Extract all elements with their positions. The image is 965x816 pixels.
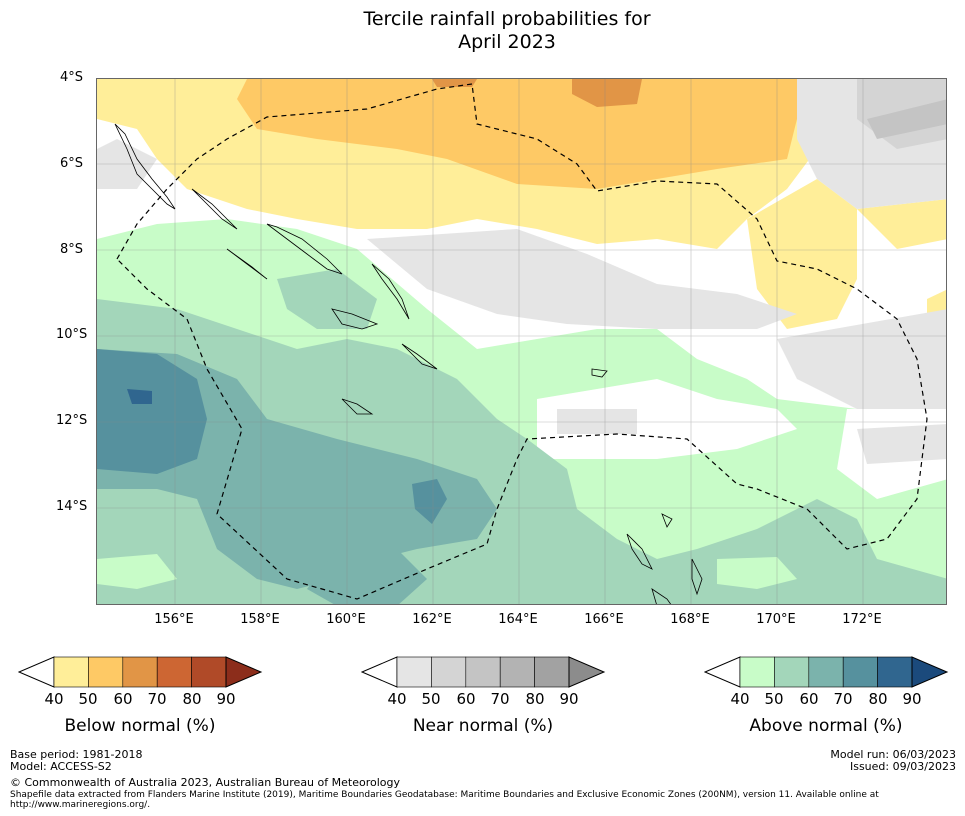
swatch-near-3 xyxy=(499,656,535,688)
tick: 70 xyxy=(490,690,510,708)
lat-label-10s: 10°S xyxy=(56,327,88,342)
model-name: Model: ACCESS-S2 xyxy=(10,760,112,773)
below-normal-50-region xyxy=(237,79,797,189)
swatch-near-5 xyxy=(568,656,606,688)
colorbar-below xyxy=(18,656,263,688)
tick: 60 xyxy=(799,690,819,708)
tick: 90 xyxy=(216,690,236,708)
lon-label-168e: 168°E xyxy=(670,612,710,627)
swatch-above-1 xyxy=(774,656,810,688)
below-normal-60-region xyxy=(572,79,642,107)
shapefile-line-2: http://www.marineregions.org/. xyxy=(10,800,151,810)
tick: 70 xyxy=(147,690,167,708)
colorbar-above-label: Above normal (%) xyxy=(749,716,903,736)
swatch-above-0 xyxy=(739,656,775,688)
probability-map xyxy=(96,78,947,605)
lat-label-8s: 8°S xyxy=(60,242,84,257)
tick: 80 xyxy=(868,690,888,708)
swatch-above-3 xyxy=(842,656,878,688)
footer-left: Base period: 1981-2018 Model: ACCESS-S2 xyxy=(10,749,142,773)
eez-boundaries xyxy=(116,83,928,600)
tick: 40 xyxy=(387,690,407,708)
colorbar-near xyxy=(361,656,606,688)
model-run: Model run: 06/03/2023 xyxy=(830,748,956,761)
tick: 70 xyxy=(833,690,853,708)
swatch-below-0 xyxy=(53,656,89,688)
tick: 60 xyxy=(456,690,476,708)
tick: 50 xyxy=(421,690,441,708)
lon-label-160e: 160°E xyxy=(326,612,366,627)
lon-label-170e: 170°E xyxy=(756,612,796,627)
lon-label-156e: 156°E xyxy=(154,612,194,627)
tick: 40 xyxy=(730,690,750,708)
lat-label-4s: 4°S xyxy=(60,70,84,85)
lon-label-164e: 164°E xyxy=(498,612,538,627)
tick: 90 xyxy=(559,690,579,708)
swatch-near-4 xyxy=(534,656,570,688)
footer-right: Model run: 06/03/2023 Issued: 09/03/2023 xyxy=(830,749,956,773)
lon-label-162e: 162°E xyxy=(412,612,452,627)
swatch-above-2 xyxy=(808,656,844,688)
tick: 90 xyxy=(902,690,922,708)
issued-date: Issued: 09/03/2023 xyxy=(849,760,956,773)
lat-label-6s: 6°S xyxy=(60,156,84,171)
title-line-1: Tercile rainfall probabilities for xyxy=(363,8,651,30)
colorbar-near-label: Near normal (%) xyxy=(412,716,554,736)
swatch-below-1 xyxy=(88,656,124,688)
colorbar-below-label: Below normal (%) xyxy=(64,716,216,736)
tick: 80 xyxy=(182,690,202,708)
swatch-above-5 xyxy=(911,656,949,688)
swatch-below-5 xyxy=(225,656,263,688)
swatch-below-4 xyxy=(191,656,227,688)
swatch-near-1 xyxy=(431,656,467,688)
tick: 50 xyxy=(764,690,784,708)
tick: 50 xyxy=(78,690,98,708)
tick: 40 xyxy=(44,690,64,708)
shapefile-credit: Shapefile data extracted from Flanders M… xyxy=(10,790,950,810)
coastlines xyxy=(114,123,703,604)
copyright: © Commonwealth of Australia 2023, Austra… xyxy=(10,776,400,789)
lon-label-166e: 166°E xyxy=(584,612,624,627)
swatch-below-3 xyxy=(156,656,192,688)
colorbar-above xyxy=(704,656,949,688)
swatch-above-4 xyxy=(877,656,913,688)
above-normal-70-region xyxy=(97,349,207,474)
swatch-near-2 xyxy=(465,656,501,688)
lat-label-14s: 14°S xyxy=(56,499,88,514)
base-period: Base period: 1981-2018 xyxy=(10,748,143,761)
tick: 60 xyxy=(113,690,133,708)
lat-label-12s: 12°S xyxy=(56,413,88,428)
shapefile-line-1: Shapefile data extracted from Flanders M… xyxy=(10,790,879,800)
swatch-below-2 xyxy=(122,656,158,688)
title-line-2: April 2023 xyxy=(458,31,556,53)
tick: 80 xyxy=(525,690,545,708)
graticule xyxy=(97,79,946,604)
map-canvas xyxy=(97,79,946,604)
map-title: Tercile rainfall probabilities for April… xyxy=(0,8,965,54)
swatch-near-0 xyxy=(396,656,432,688)
lon-label-172e: 172°E xyxy=(842,612,882,627)
lon-label-158e: 158°E xyxy=(240,612,280,627)
